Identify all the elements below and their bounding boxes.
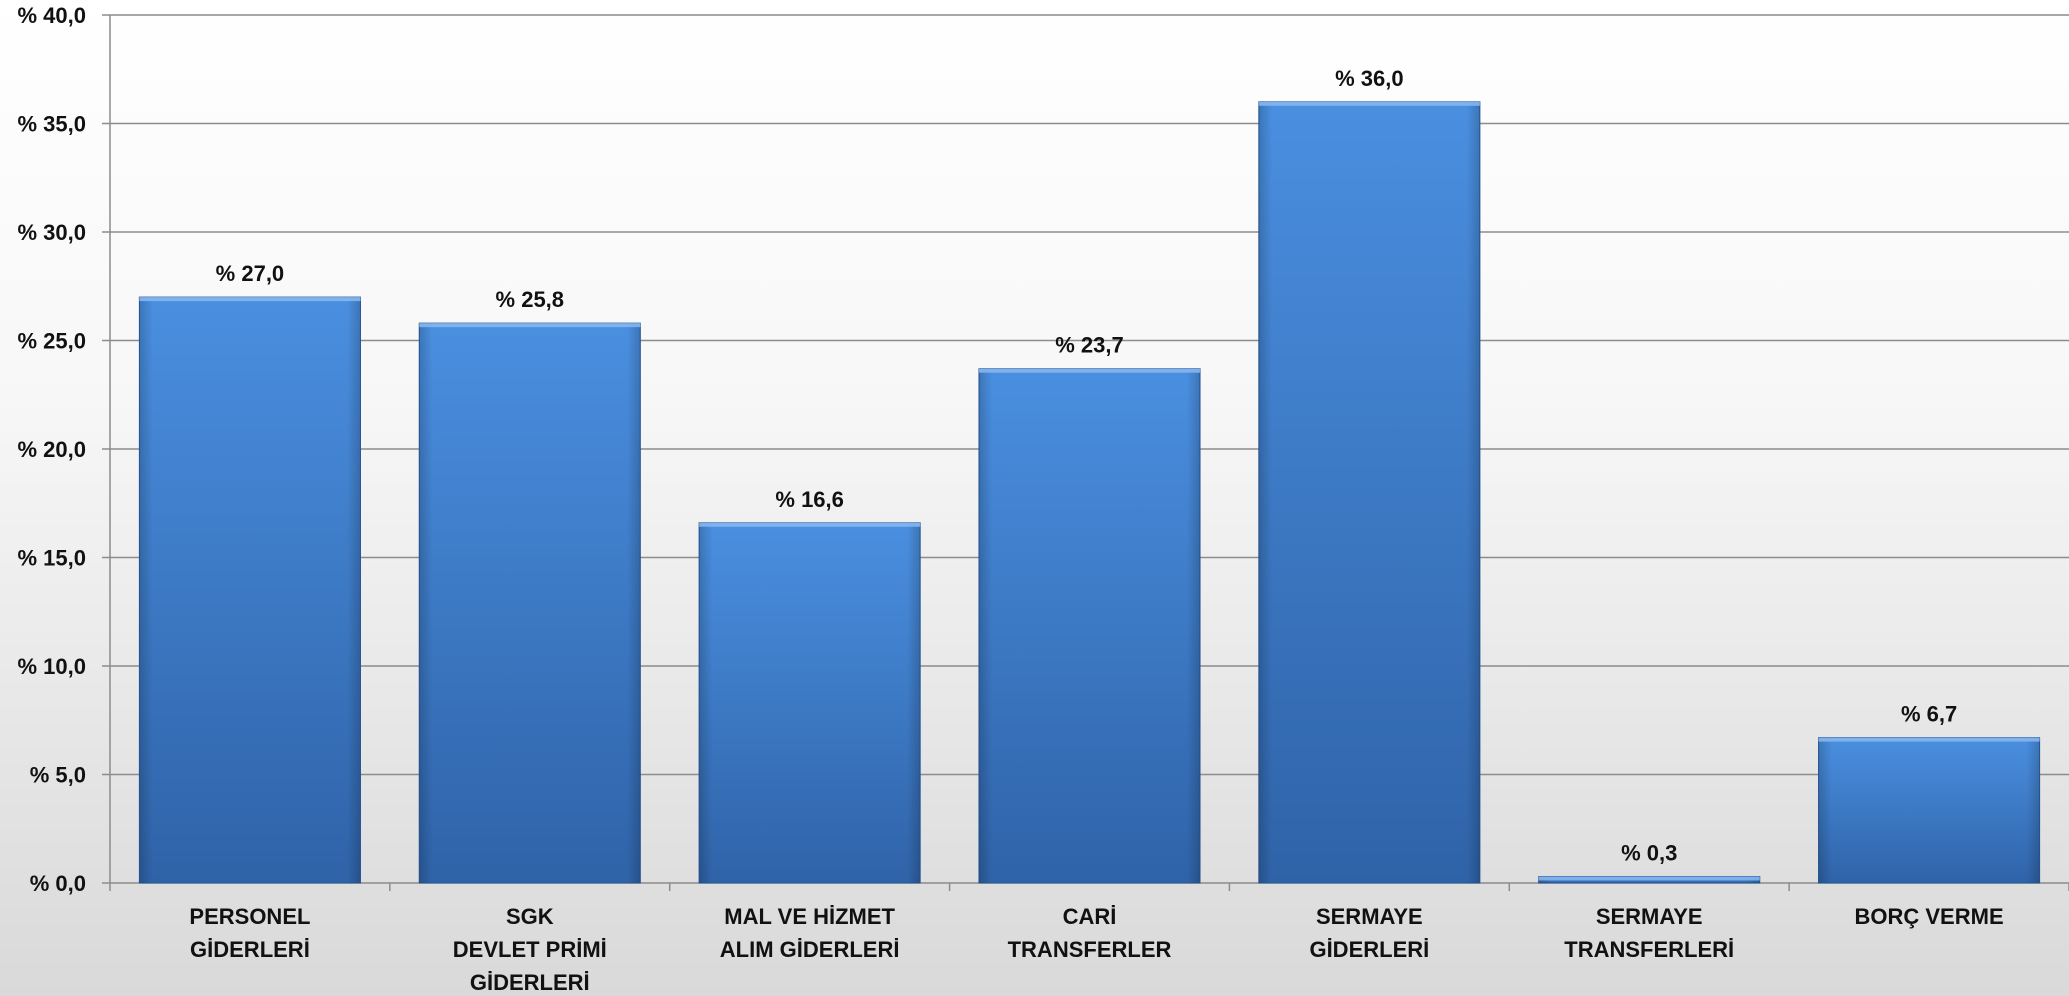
x-tick-label: SERMAYE: [1316, 904, 1423, 929]
x-tick-label: SERMAYE: [1596, 904, 1703, 929]
x-tick-label: TRANSFERLERİ: [1564, 937, 1734, 962]
x-tick-label: BORÇ VERME: [1855, 904, 2004, 929]
data-label: % 27,0: [216, 261, 285, 286]
bar: [1538, 875, 1761, 884]
x-tick-label: DEVLET PRİMİ: [453, 937, 607, 962]
x-tick-label: PERSONEL: [189, 904, 310, 929]
x-tick-label: GİDERLERİ: [1309, 937, 1429, 962]
data-label: % 0,3: [1621, 840, 1677, 865]
y-tick-label: % 20,0: [18, 437, 87, 462]
y-tick-label: % 0,0: [30, 871, 86, 896]
y-tick-label: % 40,0: [18, 3, 87, 28]
data-label: % 6,7: [1901, 702, 1957, 727]
labels: % 0,0 % 5,0 % 10,0 % 15,0 % 20,0 % 25,0 % 30,0…: [18, 3, 2004, 995]
y-tick-label: % 35,0: [18, 112, 87, 137]
bar: [1818, 737, 2041, 884]
bar: [1258, 101, 1481, 884]
bar: [138, 296, 361, 884]
x-tick-label: GİDERLERİ: [470, 970, 590, 995]
x-tick-label: SGK: [506, 904, 554, 929]
x-tick-label: CARİ: [1063, 904, 1117, 929]
x-tick-label: MAL VE HİZMET: [724, 904, 895, 929]
data-label: % 23,7: [1055, 333, 1124, 358]
x-tick-label: GİDERLERİ: [190, 937, 310, 962]
x-tick-label: ALIM GİDERLERİ: [720, 937, 900, 962]
data-label: % 25,8: [496, 287, 565, 312]
bar: [418, 322, 641, 884]
bar: [978, 368, 1201, 884]
data-label: % 36,0: [1335, 66, 1404, 91]
y-tick-label: % 30,0: [18, 220, 87, 245]
y-tick-label: % 5,0: [30, 763, 86, 788]
y-tick-label: % 10,0: [18, 654, 87, 679]
y-tick-label: % 25,0: [18, 329, 87, 354]
bar: [698, 522, 921, 884]
x-tick-label: TRANSFERLER: [1008, 937, 1172, 962]
bars: [138, 101, 2041, 884]
data-label: % 16,6: [775, 487, 844, 512]
y-tick-label: % 15,0: [18, 546, 87, 571]
